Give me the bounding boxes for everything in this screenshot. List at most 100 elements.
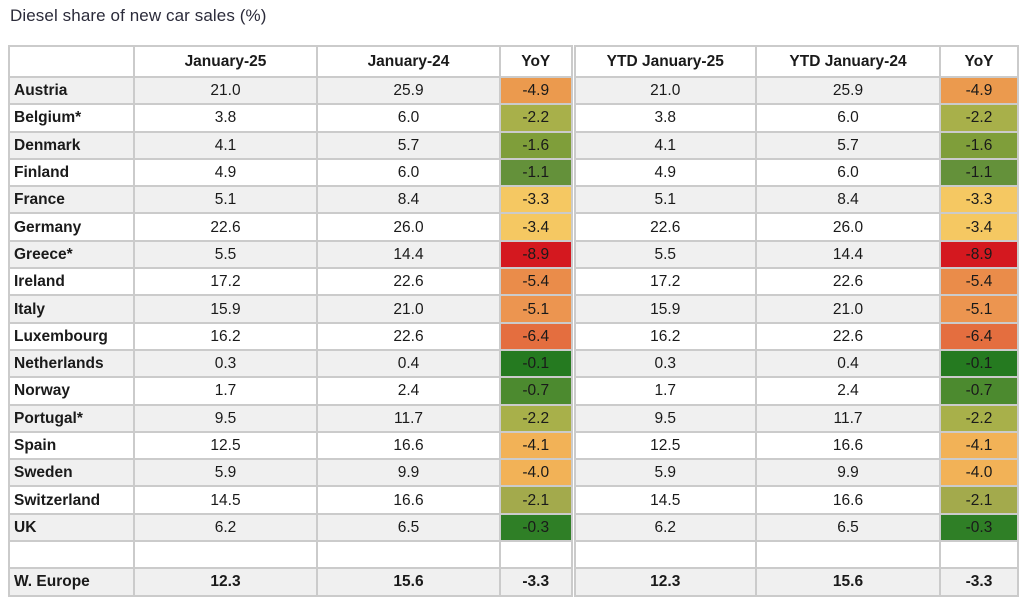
table-row: Netherlands 0.3 0.4 -0.1 0.3 0.4 -0.1 <box>8 348 1019 379</box>
total-yoy: -3.3 <box>499 567 576 597</box>
yoy-value: -2.1 <box>499 485 576 515</box>
january-25-value: 12.5 <box>133 430 318 461</box>
country-name: Greece* <box>8 239 135 270</box>
header-january-24: January-24 <box>316 45 501 78</box>
ytd-january-24-value: 6.0 <box>755 103 941 133</box>
empty-cell <box>8 540 135 570</box>
yoy-value: -4.9 <box>499 75 576 106</box>
ytd-january-25-value: 1.7 <box>572 376 757 406</box>
ytd-january-24-value: 9.9 <box>755 458 941 488</box>
yoy-value: -5.4 <box>499 267 576 297</box>
country-name: Denmark <box>8 130 135 160</box>
january-24-value: 0.4 <box>316 348 501 379</box>
table-row: UK 6.2 6.5 -0.3 6.2 6.5 -0.3 <box>8 512 1019 543</box>
table-row: Greece* 5.5 14.4 -8.9 5.5 14.4 -8.9 <box>8 239 1019 270</box>
table-row: France 5.1 8.4 -3.3 5.1 8.4 -3.3 <box>8 185 1019 215</box>
table-row: Ireland 17.2 22.6 -5.4 17.2 22.6 -5.4 <box>8 267 1019 297</box>
table-row: Finland 4.9 6.0 -1.1 4.9 6.0 -1.1 <box>8 157 1019 188</box>
ytd-january-25-value: 16.2 <box>572 321 757 351</box>
country-name: France <box>8 185 135 215</box>
ytd-yoy-value: -4.0 <box>939 458 1019 488</box>
country-name: Portugal* <box>8 403 135 433</box>
yoy-value: -4.0 <box>499 458 576 488</box>
ytd-january-25-value: 21.0 <box>572 75 757 106</box>
ytd-january-24-value: 25.9 <box>755 75 941 106</box>
yoy-value: -2.2 <box>499 103 576 133</box>
table-row: Portugal* 9.5 11.7 -2.2 9.5 11.7 -2.2 <box>8 403 1019 433</box>
country-name: UK <box>8 512 135 543</box>
january-24-value: 6.0 <box>316 157 501 188</box>
ytd-january-24-value: 21.0 <box>755 294 941 324</box>
january-25-value: 17.2 <box>133 267 318 297</box>
country-name: Netherlands <box>8 348 135 379</box>
country-name: Finland <box>8 157 135 188</box>
ytd-january-24-value: 8.4 <box>755 185 941 215</box>
yoy-value: -3.4 <box>499 212 576 242</box>
january-24-value: 9.9 <box>316 458 501 488</box>
ytd-january-25-value: 17.2 <box>572 267 757 297</box>
total-ytd-january-25: 12.3 <box>572 567 757 597</box>
ytd-yoy-value: -0.3 <box>939 512 1019 543</box>
yoy-value: -4.1 <box>499 430 576 461</box>
total-ytd-january-24: 15.6 <box>755 567 941 597</box>
table-row: Austria 21.0 25.9 -4.9 21.0 25.9 -4.9 <box>8 75 1019 106</box>
country-name: Ireland <box>8 267 135 297</box>
country-name: Luxembourg <box>8 321 135 351</box>
january-24-value: 2.4 <box>316 376 501 406</box>
ytd-yoy-value: -2.2 <box>939 103 1019 133</box>
ytd-january-24-value: 6.0 <box>755 157 941 188</box>
yoy-value: -0.3 <box>499 512 576 543</box>
january-25-value: 0.3 <box>133 348 318 379</box>
january-24-value: 6.0 <box>316 103 501 133</box>
ytd-yoy-value: -4.9 <box>939 75 1019 106</box>
empty-cell <box>316 540 501 570</box>
ytd-january-25-value: 22.6 <box>572 212 757 242</box>
table-row: Sweden 5.9 9.9 -4.0 5.9 9.9 -4.0 <box>8 458 1019 488</box>
yoy-value: -1.6 <box>499 130 576 160</box>
january-25-value: 5.5 <box>133 239 318 270</box>
ytd-january-25-value: 12.5 <box>572 430 757 461</box>
ytd-january-24-value: 16.6 <box>755 485 941 515</box>
yoy-value: -6.4 <box>499 321 576 351</box>
table-row: Spain 12.5 16.6 -4.1 12.5 16.6 -4.1 <box>8 430 1019 461</box>
table-row: Denmark 4.1 5.7 -1.6 4.1 5.7 -1.6 <box>8 130 1019 160</box>
january-25-value: 15.9 <box>133 294 318 324</box>
january-24-value: 16.6 <box>316 430 501 461</box>
january-24-value: 21.0 <box>316 294 501 324</box>
january-25-value: 21.0 <box>133 75 318 106</box>
ytd-yoy-value: -5.4 <box>939 267 1019 297</box>
header-january-25: January-25 <box>133 45 318 78</box>
header-country <box>8 45 135 78</box>
total-name: W. Europe <box>8 567 135 597</box>
january-24-value: 8.4 <box>316 185 501 215</box>
ytd-january-24-value: 22.6 <box>755 267 941 297</box>
january-24-value: 26.0 <box>316 212 501 242</box>
january-25-value: 6.2 <box>133 512 318 543</box>
january-24-value: 22.6 <box>316 321 501 351</box>
ytd-yoy-value: -1.6 <box>939 130 1019 160</box>
january-24-value: 14.4 <box>316 239 501 270</box>
page-title: Diesel share of new car sales (%) <box>10 6 267 25</box>
january-25-value: 5.1 <box>133 185 318 215</box>
table-row: Norway 1.7 2.4 -0.7 1.7 2.4 -0.7 <box>8 376 1019 406</box>
ytd-yoy-value: -6.4 <box>939 321 1019 351</box>
january-25-value: 5.9 <box>133 458 318 488</box>
january-25-value: 22.6 <box>133 212 318 242</box>
table-row: Luxembourg 16.2 22.6 -6.4 16.2 22.6 -6.4 <box>8 321 1019 351</box>
ytd-yoy-value: -0.7 <box>939 376 1019 406</box>
yoy-value: -2.2 <box>499 403 576 433</box>
total-january-24: 15.6 <box>316 567 501 597</box>
ytd-yoy-value: -4.1 <box>939 430 1019 461</box>
january-25-value: 4.9 <box>133 157 318 188</box>
ytd-yoy-value: -3.3 <box>939 185 1019 215</box>
ytd-january-24-value: 0.4 <box>755 348 941 379</box>
country-name: Switzerland <box>8 485 135 515</box>
country-name: Sweden <box>8 458 135 488</box>
country-name: Spain <box>8 430 135 461</box>
table-row: Italy 15.9 21.0 -5.1 15.9 21.0 -5.1 <box>8 294 1019 324</box>
yoy-value: -0.1 <box>499 348 576 379</box>
ytd-january-25-value: 3.8 <box>572 103 757 133</box>
january-25-value: 9.5 <box>133 403 318 433</box>
ytd-yoy-value: -0.1 <box>939 348 1019 379</box>
table-row: Belgium* 3.8 6.0 -2.2 3.8 6.0 -2.2 <box>8 103 1019 133</box>
